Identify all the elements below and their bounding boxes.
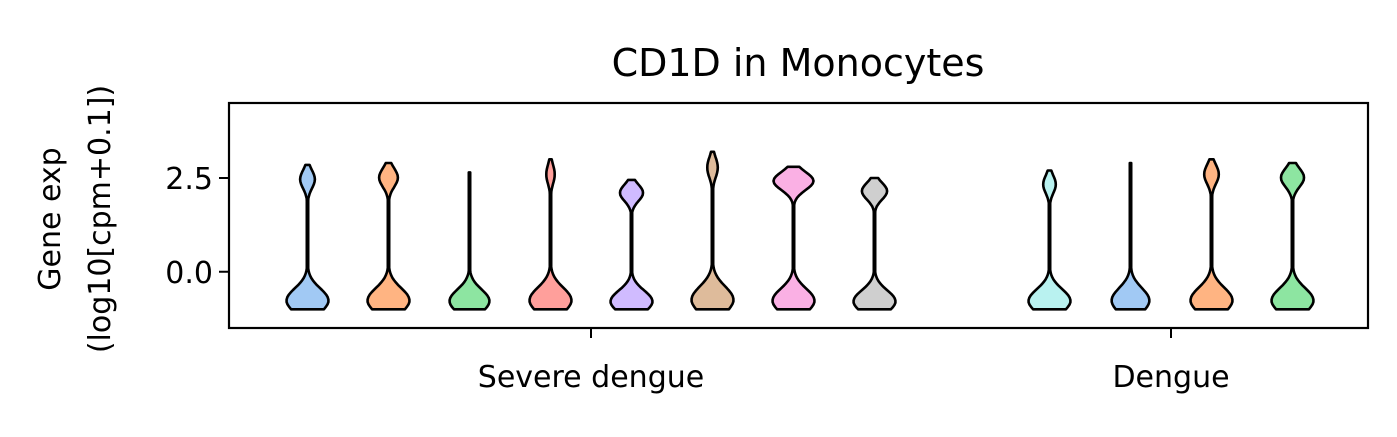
y-axis-label: Gene exp (log10[cpm+0.1]) — [33, 85, 118, 353]
violin-1-2 — [1189, 158, 1234, 311]
violin-0-2 — [448, 171, 491, 311]
y-axis-label-line-1: Gene exp — [33, 147, 68, 290]
x-tick-label-0: Severe dengue — [478, 360, 704, 395]
violin-0-6 — [771, 165, 816, 311]
violins-layer — [285, 150, 1315, 311]
violin-0-7 — [852, 176, 897, 311]
violin-0-4 — [609, 178, 654, 311]
y-tick-label-0: 0.0 — [165, 256, 213, 291]
y-tick-label-1: 2.5 — [165, 162, 213, 197]
violin-1-1 — [1110, 161, 1151, 311]
violin-1-0 — [1027, 169, 1072, 311]
violin-group-1 — [1027, 158, 1315, 311]
plot-frame — [227, 101, 1370, 330]
chart-title: CD1D in Monocytes — [612, 41, 985, 85]
violin-1-3 — [1270, 161, 1315, 311]
violin-0-5 — [690, 150, 735, 311]
violin-0-3 — [528, 158, 573, 311]
x-tick-label-1: Dengue — [1112, 360, 1229, 395]
violin-0-1 — [366, 161, 411, 311]
violin-0-0 — [285, 163, 330, 311]
violin-group-0 — [285, 150, 897, 311]
y-axis-label-line-2: (log10[cpm+0.1]) — [83, 85, 118, 353]
axes-layer: 0.0 2.5 Severe dengue Dengue — [165, 101, 1370, 395]
